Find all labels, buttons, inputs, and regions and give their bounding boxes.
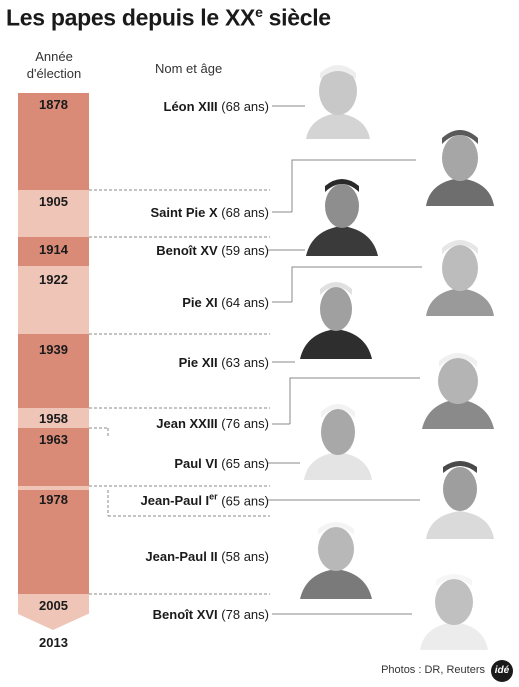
timeline-segment (18, 266, 89, 334)
pope-name-jean-paul-ii: Jean-Paul II (58 ans) (145, 549, 269, 564)
timeline-segment (18, 594, 89, 614)
timeline-segment (18, 408, 89, 428)
portrait-leon-xiii (306, 65, 370, 139)
page-title: Les papes depuis le XXe siècle (6, 4, 331, 31)
pope-name-benoit-xvi: Benoît XVI (78 ans) (152, 607, 269, 622)
year-label: 1905 (39, 194, 68, 209)
year-label: 1922 (39, 272, 68, 287)
photo-credit: Photos : DR, Reuters (381, 664, 485, 676)
year-label: 1939 (39, 342, 68, 357)
year-label: 1878 (39, 97, 68, 112)
year-column-header: Année d'élection (26, 49, 82, 81)
pope-name-benoit-xv: Benoît XV (59 ans) (156, 243, 269, 258)
year-label: 1978 (39, 492, 68, 507)
year-label: 2005 (39, 598, 68, 613)
year-label: 1958 (39, 411, 68, 426)
pope-name-pie-xii: Pie XII (63 ans) (178, 355, 269, 370)
timeline-segment (18, 93, 89, 190)
pope-name-saint-pie-x: Saint Pie X (68 ans) (150, 205, 269, 220)
timeline-segment (18, 490, 89, 594)
portrait-benoit-xv (306, 179, 378, 256)
timeline-segment (18, 428, 89, 486)
end-year-label: 2013 (39, 635, 68, 650)
portrait-jean-paul-i (426, 461, 494, 539)
portrait-saint-pie-x (426, 130, 494, 206)
ide-logo: idé (491, 660, 513, 682)
name-column-header: Nom et âge (155, 61, 223, 76)
timeline-segment (18, 190, 89, 237)
portrait-benoit-xvi (420, 574, 488, 650)
pope-name-jean-paul-i: Jean-Paul Ier (65 ans) (140, 492, 269, 509)
portrait-jean-paul-ii (300, 522, 372, 599)
year-label: 1914 (39, 242, 68, 257)
pope-name-paul-vi: Paul VI (65 ans) (174, 456, 269, 471)
portrait-pie-xi (426, 240, 494, 316)
timeline-arrow (18, 614, 88, 630)
portrait-paul-vi (304, 404, 372, 480)
portrait-pie-xii (300, 282, 372, 359)
pope-name-pie-xi: Pie XI (64 ans) (182, 295, 269, 310)
pope-name-leon-xiii: Léon XIII (68 ans) (163, 99, 270, 114)
timeline-segment (18, 334, 89, 408)
portrait-jean-xxiii (422, 353, 494, 429)
year-label: 1963 (39, 432, 68, 447)
timeline-segment (18, 486, 89, 490)
timeline-segment (18, 237, 89, 266)
pope-name-jean-xxiii: Jean XXIII (76 ans) (156, 416, 269, 431)
